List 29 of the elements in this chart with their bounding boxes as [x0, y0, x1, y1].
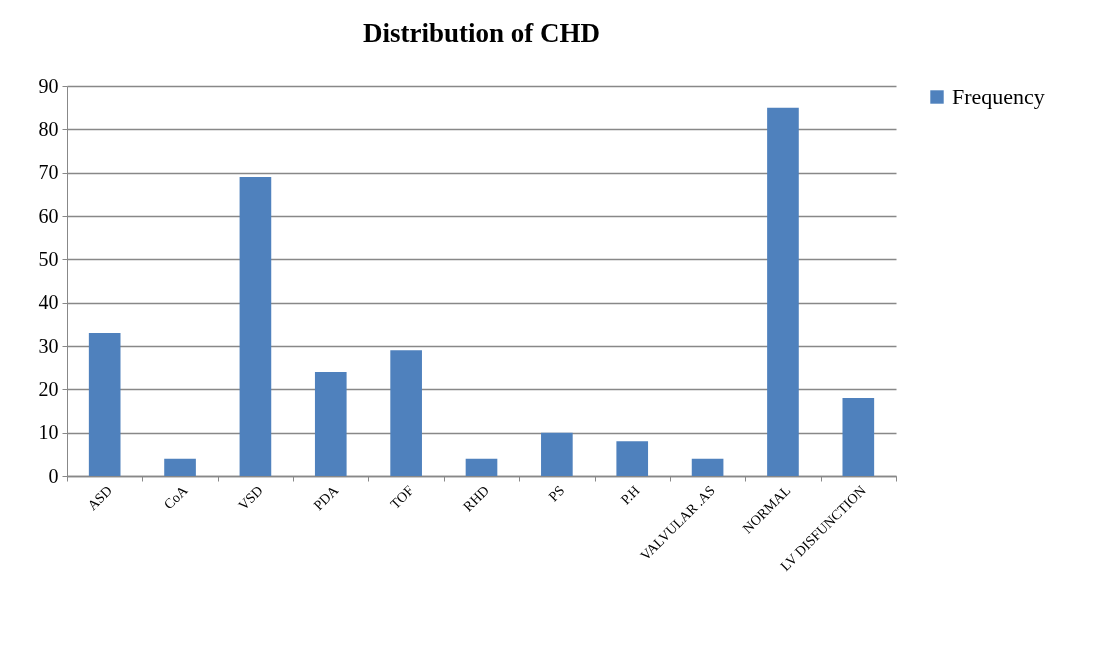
x-tick-label: TOF: [387, 482, 417, 512]
bar: [239, 177, 272, 476]
y-tick-label: 70: [38, 161, 59, 184]
y-tick-label: 60: [38, 204, 59, 227]
bar: [164, 458, 196, 476]
bar: [842, 398, 875, 476]
bar: [541, 432, 573, 476]
y-tick-label: 80: [38, 117, 59, 140]
y-tick-label: 40: [38, 291, 59, 314]
y-tick-label: 90: [38, 74, 59, 97]
bar: [314, 372, 347, 476]
x-tick-label: PS: [545, 482, 568, 505]
bar: [616, 441, 649, 476]
bar: [691, 458, 724, 476]
y-tick-label: 0: [48, 464, 59, 487]
bar: [767, 107, 799, 476]
bar: [88, 333, 121, 476]
legend-label: Frequency: [952, 84, 1045, 109]
x-tick-label: VSD: [235, 482, 266, 514]
chart-title: Distribution of CHD: [362, 18, 601, 48]
x-tick-label: CoA: [161, 482, 192, 513]
bar: [465, 458, 498, 476]
y-tick-label: 50: [38, 247, 59, 270]
x-tick-label: P.H: [617, 482, 643, 508]
y-tick-label: 30: [38, 334, 59, 357]
y-tick-label: 10: [38, 421, 59, 444]
bar: [390, 350, 422, 476]
y-tick-label: 20: [38, 377, 59, 400]
x-tick-label: PDA: [310, 482, 342, 514]
